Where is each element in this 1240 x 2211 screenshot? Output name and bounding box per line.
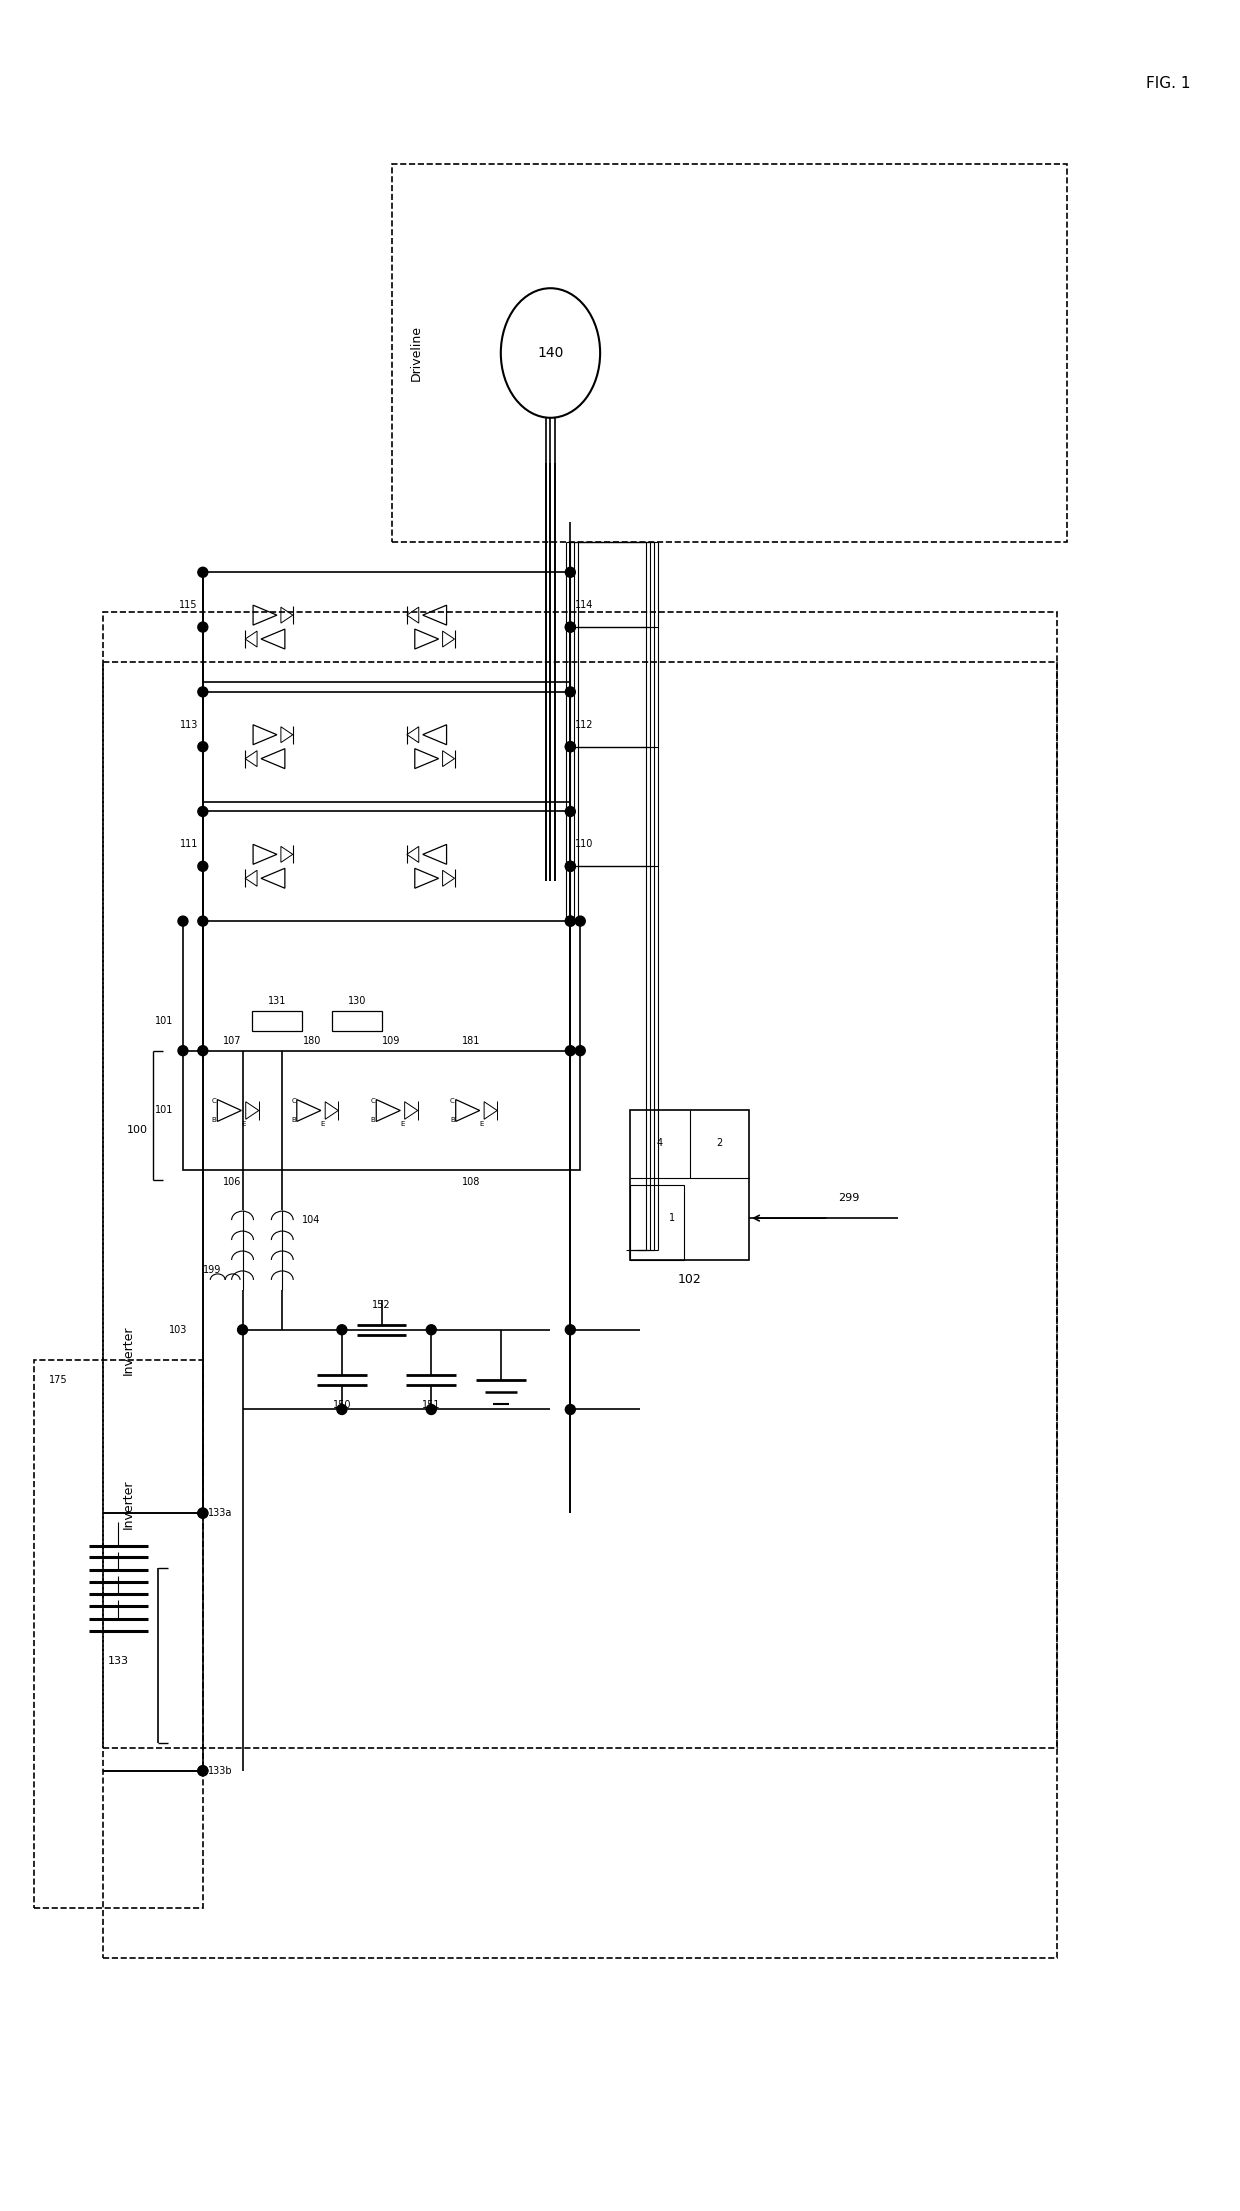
Text: 181: 181: [461, 1035, 480, 1046]
Text: 133b: 133b: [208, 1767, 232, 1775]
Text: 150: 150: [332, 1400, 351, 1408]
Bar: [103, 612, 1056, 1749]
Circle shape: [198, 568, 208, 577]
Circle shape: [238, 1324, 248, 1335]
Circle shape: [565, 915, 575, 926]
Text: 152: 152: [372, 1300, 391, 1309]
Text: 1: 1: [668, 1214, 675, 1223]
Text: B: B: [212, 1117, 217, 1123]
Circle shape: [565, 915, 575, 926]
Text: E: E: [480, 1121, 484, 1128]
Text: 103: 103: [169, 1324, 187, 1335]
Bar: [253, 1010, 303, 1030]
Circle shape: [337, 1404, 347, 1415]
Circle shape: [565, 1404, 575, 1415]
Bar: [103, 661, 1056, 1957]
Text: C: C: [371, 1097, 376, 1103]
Circle shape: [198, 688, 208, 696]
Text: 199: 199: [203, 1265, 221, 1276]
Circle shape: [565, 621, 575, 632]
Text: 299: 299: [838, 1194, 859, 1203]
Text: 104: 104: [303, 1216, 320, 1225]
Circle shape: [575, 1046, 585, 1055]
Text: 107: 107: [223, 1035, 242, 1046]
Text: 2: 2: [717, 1139, 723, 1148]
Circle shape: [565, 568, 575, 577]
Circle shape: [198, 1508, 208, 1519]
Circle shape: [565, 688, 575, 696]
Text: 101: 101: [155, 1015, 174, 1026]
Circle shape: [198, 1508, 208, 1519]
Bar: [332, 1010, 382, 1030]
Circle shape: [565, 807, 575, 816]
Text: 100: 100: [128, 1125, 149, 1136]
Text: FIG. 1: FIG. 1: [1147, 77, 1190, 91]
Text: 130: 130: [347, 995, 366, 1006]
Text: 131: 131: [268, 995, 286, 1006]
Bar: [184, 1050, 580, 1170]
Circle shape: [337, 1324, 347, 1335]
Circle shape: [575, 915, 585, 926]
Text: C: C: [212, 1097, 217, 1103]
Circle shape: [198, 807, 208, 816]
Text: 180: 180: [303, 1035, 321, 1046]
Text: 108: 108: [461, 1176, 480, 1187]
Text: B: B: [371, 1117, 376, 1123]
Circle shape: [198, 915, 208, 926]
Circle shape: [427, 1324, 436, 1335]
Circle shape: [198, 741, 208, 752]
Text: 106: 106: [223, 1176, 242, 1187]
Text: 110: 110: [575, 840, 594, 849]
Circle shape: [198, 1046, 208, 1055]
Bar: [203, 573, 570, 681]
Text: E: E: [401, 1121, 404, 1128]
Circle shape: [179, 1046, 188, 1055]
Text: E: E: [321, 1121, 325, 1128]
Circle shape: [565, 1324, 575, 1335]
Text: 115: 115: [180, 599, 198, 610]
Text: 102: 102: [677, 1274, 702, 1287]
Circle shape: [565, 741, 575, 752]
Text: 140: 140: [537, 345, 564, 360]
Text: Driveline: Driveline: [410, 325, 423, 380]
Text: 114: 114: [575, 599, 594, 610]
Text: 113: 113: [180, 721, 198, 730]
Text: E: E: [242, 1121, 246, 1128]
Text: B: B: [291, 1117, 296, 1123]
Text: Inverter: Inverter: [122, 1327, 135, 1375]
Bar: [630, 1110, 749, 1260]
Circle shape: [198, 1767, 208, 1775]
Text: 133a: 133a: [208, 1508, 232, 1519]
Text: 101: 101: [155, 1106, 174, 1117]
Bar: [392, 164, 1066, 542]
Circle shape: [179, 915, 188, 926]
Text: 151: 151: [422, 1400, 440, 1408]
Text: Inverter: Inverter: [122, 1479, 135, 1530]
Text: C: C: [450, 1097, 455, 1103]
Bar: [203, 692, 570, 803]
Text: C: C: [291, 1097, 296, 1103]
Circle shape: [565, 1046, 575, 1055]
Circle shape: [198, 621, 208, 632]
Text: 112: 112: [575, 721, 594, 730]
Text: 111: 111: [180, 840, 198, 849]
Text: 175: 175: [48, 1375, 67, 1384]
Text: 133: 133: [108, 1656, 129, 1667]
Circle shape: [565, 621, 575, 632]
Text: 4: 4: [657, 1139, 663, 1148]
Circle shape: [565, 862, 575, 871]
Text: 109: 109: [382, 1035, 401, 1046]
Circle shape: [427, 1404, 436, 1415]
Bar: [630, 1185, 683, 1260]
Circle shape: [198, 862, 208, 871]
Text: B: B: [450, 1117, 455, 1123]
Circle shape: [565, 741, 575, 752]
Circle shape: [565, 862, 575, 871]
Bar: [33, 1360, 203, 1908]
Circle shape: [198, 1767, 208, 1775]
Bar: [203, 811, 570, 922]
